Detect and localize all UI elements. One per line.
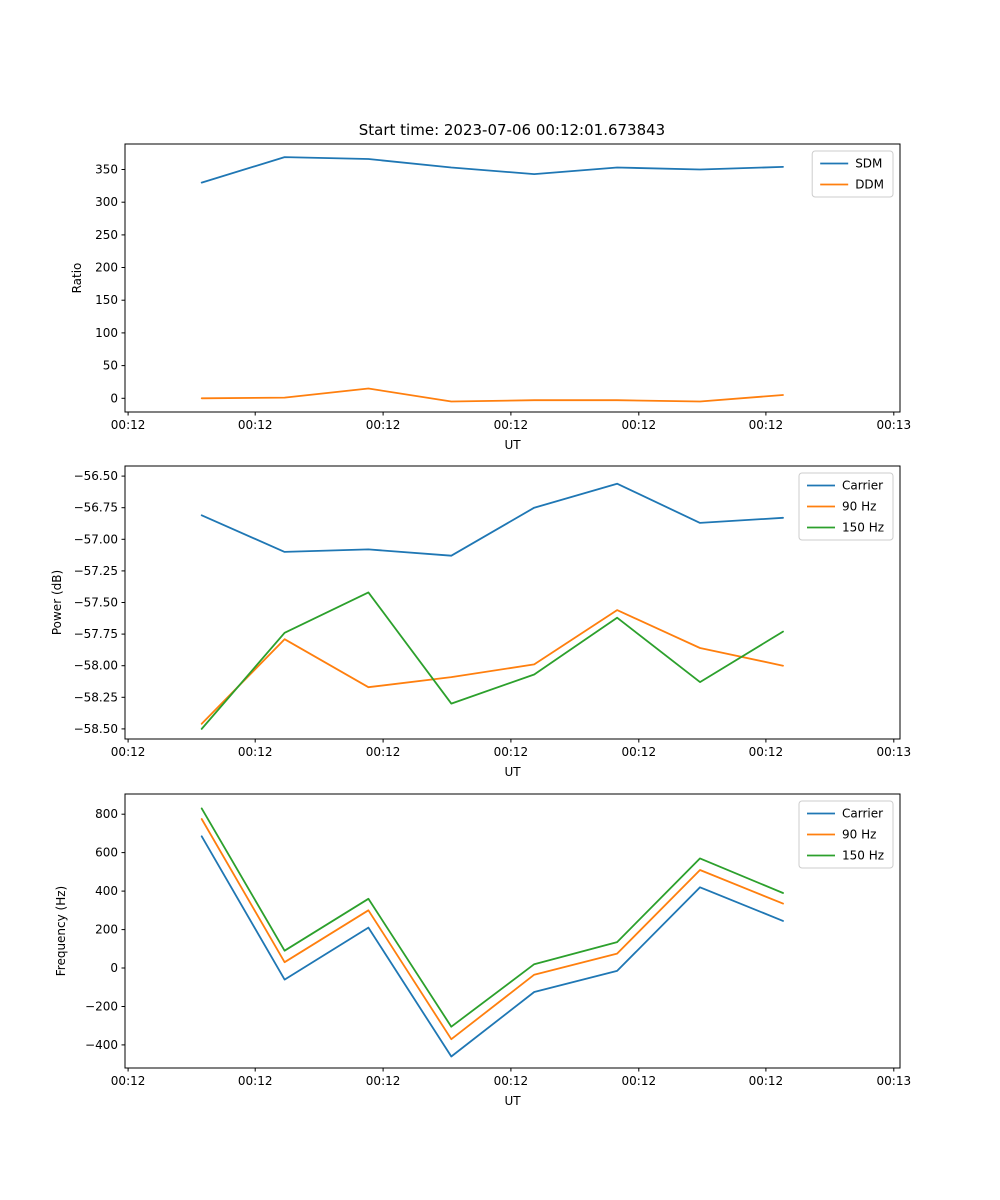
y-tick-label: −58.25 xyxy=(74,690,118,704)
legend-label-90-hz: 90 Hz xyxy=(842,500,876,514)
y-tick-label: 400 xyxy=(95,884,118,898)
x-tick-label: 00:12 xyxy=(111,745,146,759)
x-tick-label: 00:12 xyxy=(366,418,401,432)
series-line-sdm xyxy=(200,156,784,184)
y-tick-label: −400 xyxy=(85,1038,118,1052)
legend-label-150-hz: 150 Hz xyxy=(842,849,884,863)
series-line-150-hz xyxy=(200,807,784,1028)
x-tick-label: 00:12 xyxy=(111,1074,146,1088)
y-tick-label: 600 xyxy=(95,846,118,860)
x-tick-label: 00:12 xyxy=(749,1074,784,1088)
power-x-axis-label: UT xyxy=(504,765,521,779)
legend-box xyxy=(798,800,894,869)
x-tick-label: 00:12 xyxy=(749,745,784,759)
y-tick-label: 0 xyxy=(110,961,118,975)
x-tick-label: 00:12 xyxy=(494,1074,529,1088)
y-tick-label: 800 xyxy=(95,807,118,821)
y-tick-label: 200 xyxy=(95,923,118,937)
y-tick-label: −56.50 xyxy=(74,469,118,483)
frequency-plot-area: 800 600 400 200 0 −200 −400 00:12 00:12 00:12 00:1… xyxy=(85,793,912,1088)
y-tick-label: −200 xyxy=(85,1000,118,1014)
y-tick-label: −57.25 xyxy=(74,564,118,578)
legend-label-carrier: Carrier xyxy=(842,479,883,493)
frequency-y-axis-label: Frequency (Hz) xyxy=(54,886,68,977)
x-tick-label: 00:12 xyxy=(622,418,657,432)
x-tick-label: 00:12 xyxy=(238,745,273,759)
legend-label-90-hz: 90 Hz xyxy=(842,828,876,842)
series-line-ddm xyxy=(200,387,784,403)
legend-label-carrier: Carrier xyxy=(842,807,883,821)
x-tick-label: 00:12 xyxy=(366,1074,401,1088)
figure-title: Start time: 2023-07-06 00:12:01.673843 xyxy=(359,121,665,139)
y-tick-label: −56.75 xyxy=(74,501,118,515)
y-tick-label: −57.75 xyxy=(74,627,118,641)
x-tick-label: 00:12 xyxy=(749,418,784,432)
y-tick-label: 50 xyxy=(103,359,118,373)
x-tick-label: 00:13 xyxy=(877,745,912,759)
x-tick-label: 00:13 xyxy=(877,418,912,432)
ratio-plot-area: 0 50 100 150 200 250 300 350 00:12 00:12 00:12 00:1… xyxy=(95,143,912,432)
x-tick-label: 00:12 xyxy=(622,745,657,759)
x-tick-label: 00:12 xyxy=(238,418,273,432)
y-tick-label: 150 xyxy=(95,293,118,307)
y-tick-label: 250 xyxy=(95,228,118,242)
power-y-axis-label: Power (dB) xyxy=(50,570,64,635)
series-line-carrier xyxy=(200,835,784,1058)
chart-ratio: Ratio UT 0 50 100 150 200 250 300 350 00:12 00:12… xyxy=(70,143,912,452)
y-tick-label: −57.00 xyxy=(74,532,118,546)
chart-frequency: Frequency (Hz) UT 800 600 400 200 0 −200 −400 0… xyxy=(54,793,912,1108)
series-line-carrier xyxy=(200,482,784,557)
ratio-y-axis-label: Ratio xyxy=(70,263,84,294)
ratio-x-axis-label: UT xyxy=(504,438,521,452)
legend-label-150-hz: 150 Hz xyxy=(842,521,884,535)
legend-box xyxy=(811,150,894,198)
y-tick-label: −57.50 xyxy=(74,596,118,610)
x-tick-label: 00:12 xyxy=(622,1074,657,1088)
y-tick-label: 350 xyxy=(95,163,118,177)
series-line-150-hz xyxy=(200,591,784,730)
frequency-x-axis-label: UT xyxy=(504,1094,521,1108)
power-plot-area: −56.50 −56.75 −57.00 −57.25 −57.50 −57.75 −58.… xyxy=(74,465,912,759)
y-tick-label: −58.00 xyxy=(74,659,118,673)
y-tick-label: 200 xyxy=(95,261,118,275)
legend-label-ddm: DDM xyxy=(855,178,884,192)
x-tick-label: 00:12 xyxy=(366,745,401,759)
plot-frame xyxy=(124,465,901,740)
y-tick-label: 100 xyxy=(95,326,118,340)
y-tick-label: 0 xyxy=(110,391,118,405)
chart-power: Power (dB) UT −56.50−56.75−57.00−57.25−5… xyxy=(50,465,912,779)
x-tick-label: 00:12 xyxy=(494,418,529,432)
x-tick-label: 00:12 xyxy=(111,418,146,432)
legend-box xyxy=(798,472,894,541)
legend-label-sdm: SDM xyxy=(855,157,882,171)
x-tick-label: 00:12 xyxy=(494,745,529,759)
y-tick-label: 300 xyxy=(95,195,118,209)
series-line-90-hz xyxy=(200,818,784,1041)
plot-frame xyxy=(124,793,901,1069)
y-tick-label: −58.50 xyxy=(74,722,118,736)
x-tick-label: 00:13 xyxy=(877,1074,912,1088)
series-line-90-hz xyxy=(200,609,784,725)
x-tick-label: 00:12 xyxy=(238,1074,273,1088)
plot-frame xyxy=(124,143,901,413)
